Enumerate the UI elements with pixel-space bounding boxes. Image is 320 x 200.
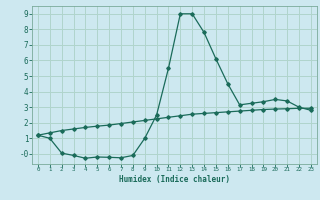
X-axis label: Humidex (Indice chaleur): Humidex (Indice chaleur) xyxy=(119,175,230,184)
